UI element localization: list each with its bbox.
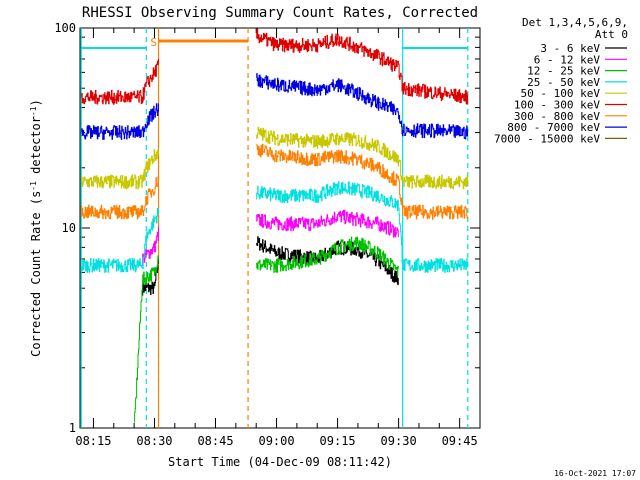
legend-label: 12 - 25 keV — [527, 65, 600, 78]
legend-label: 25 - 50 keV — [527, 76, 600, 89]
x-tick-label: 08:30 — [136, 434, 172, 448]
saa-flag-label: S — [150, 36, 157, 49]
y-tick-label: 10 — [62, 221, 76, 235]
series-25-50-kev-line — [81, 208, 159, 273]
series-800-7000-kev-line — [256, 73, 469, 140]
legend-label: 6 - 12 keV — [534, 53, 601, 66]
legend-header: Att 0 — [595, 28, 628, 41]
series-100-300-kev-line — [81, 58, 159, 105]
series-50-100-kev-line — [81, 148, 159, 190]
legend-header: Det 1,3,4,5,6,9, — [522, 16, 628, 29]
x-tick-label: 09:30 — [381, 434, 417, 448]
series-layer — [81, 28, 469, 423]
series-800-7000-kev-line — [81, 103, 159, 140]
y-axis-label-sup2: -1 — [29, 106, 38, 116]
chart-title: RHESSI Observing Summary Count Rates, Co… — [82, 5, 478, 21]
series-12-25-kev-line — [256, 236, 399, 277]
y-axis-label-sup1: -1 — [29, 181, 38, 191]
x-axis: 08:15 08:30 08:45 09:00 09:15 09:30 09:45 — [75, 28, 481, 448]
series-6-12-kev-line — [256, 209, 399, 238]
series-300-800-kev-line — [81, 175, 159, 220]
y-tick-label: 100 — [54, 21, 76, 35]
series-12-25-kev-line — [134, 255, 159, 423]
series-6-12-kev-line — [142, 226, 159, 267]
y-tick-label: 1 — [69, 421, 76, 435]
legend-label: 800 - 7000 keV — [507, 121, 600, 134]
x-tick-label: 08:45 — [197, 434, 233, 448]
x-tick-label: 09:00 — [258, 434, 294, 448]
legend-label: 7000 - 15000 keV — [494, 132, 600, 145]
y-axis: 1 10 100 — [54, 21, 480, 435]
y-axis-label-main: Corrected Count Rate (s — [29, 191, 43, 357]
y-axis-label-end: ) — [29, 99, 43, 106]
x-tick-label: 09:45 — [442, 434, 478, 448]
series-50-100-kev-line — [256, 127, 469, 190]
legend-label: 50 - 100 keV — [521, 87, 601, 100]
y-axis-label: Corrected Count Rate (s-1 detector-1) — [29, 99, 44, 357]
legend-label: 3 - 6 keV — [540, 42, 600, 55]
legend-label: 300 - 800 keV — [514, 110, 600, 123]
series-300-800-kev-line — [256, 143, 469, 220]
y-axis-label-mid: detector — [29, 116, 43, 181]
footer-timestamp: 16-Oct-2021 17:07 — [554, 469, 636, 478]
x-tick-label: 09:15 — [320, 434, 356, 448]
x-axis-label: Start Time (04-Dec-09 08:11:42) — [168, 455, 392, 469]
series-100-300-kev-line — [256, 28, 469, 105]
series-25-50-kev-line — [256, 181, 468, 273]
x-tick-label: 08:15 — [75, 434, 111, 448]
legend-label: 100 - 300 keV — [514, 99, 600, 112]
